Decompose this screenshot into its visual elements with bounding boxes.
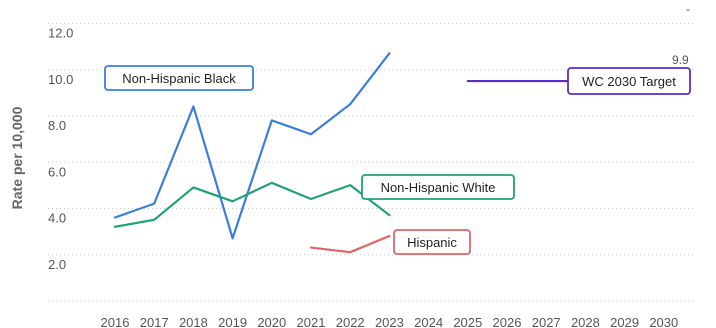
x-axis-ticks: 2016 2017 2018 2019 2020 2021 2022 2023 2024 2025…: [101, 315, 679, 328]
x-tick-label: 2030: [649, 315, 678, 328]
top-right-marker: -: [686, 2, 690, 16]
series-name-label: Hispanic: [407, 235, 457, 250]
series-callout: Hispanic: [393, 229, 471, 255]
x-tick-label: 2017: [140, 315, 169, 328]
series-name-label: Non-Hispanic White: [381, 180, 496, 195]
series-callout: WC 2030 Target: [567, 67, 691, 95]
series-line: [309, 234, 391, 254]
callout-box: [567, 67, 691, 95]
x-tick-label: 2024: [414, 315, 443, 328]
series-name-label: WC 2030 Target: [582, 74, 676, 89]
series-line: [113, 181, 391, 228]
y-tick-label: 12.0: [48, 26, 73, 41]
callout-box: [361, 174, 515, 200]
x-tick-label: 2027: [532, 315, 561, 328]
x-tick-label: 2025: [453, 315, 482, 328]
series-name-label: Non-Hispanic Black: [122, 71, 236, 86]
series-callouts: Non-Hispanic Black Non-Hispanic White Hisp…: [104, 65, 691, 255]
x-tick-label: 2018: [179, 315, 208, 328]
y-tick-label: 6.0: [48, 164, 66, 179]
y-tick-label: 8.0: [48, 118, 66, 133]
y-tick-label: 4.0: [48, 211, 66, 226]
x-tick-label: 2028: [571, 315, 600, 328]
x-tick-label: 2022: [336, 315, 365, 328]
x-tick-label: 2016: [101, 315, 130, 328]
series-callout: Non-Hispanic White: [361, 174, 515, 200]
callout-box: [393, 229, 471, 255]
y-axis-label: Rate per 10,000: [9, 106, 25, 209]
x-tick-label: 2026: [493, 315, 522, 328]
x-tick-label: 2021: [297, 315, 326, 328]
y-tick-label: 2.0: [48, 257, 66, 272]
y-tick-label: 10.0: [48, 72, 73, 87]
y-axis-ticks: 2.0 4.0 6.0 8.0 10.0 12.0: [48, 26, 73, 272]
series-callout: Non-Hispanic Black: [104, 65, 254, 91]
x-tick-label: 2029: [610, 315, 639, 328]
x-tick-label: 2019: [218, 315, 247, 328]
x-tick-label: 2020: [257, 315, 286, 328]
x-tick-label: 2023: [375, 315, 404, 328]
callout-box: [104, 65, 254, 91]
target-value-label: 9.9: [672, 53, 689, 67]
series-line: [113, 52, 391, 240]
